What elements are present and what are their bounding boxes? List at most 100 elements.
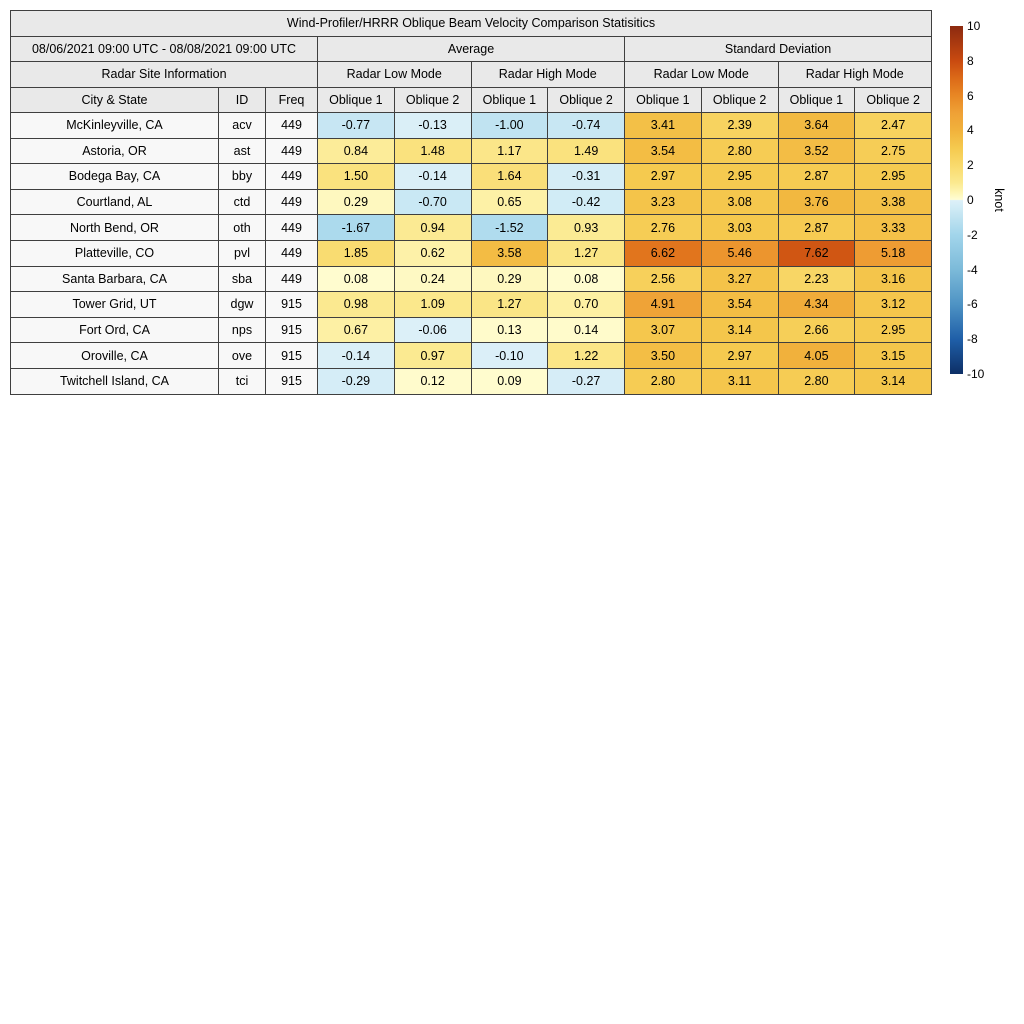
- table-row: Fort Ord, CA nps 915 0.67 -0.06 0.13 0.1…: [10, 316, 933, 344]
- colorbar-tick-label: -8: [967, 332, 978, 347]
- value-cell: 1.50: [317, 163, 395, 190]
- value-cell: 2.87: [777, 163, 856, 190]
- column-header-oblique2: Oblique 2: [547, 86, 625, 113]
- table-row: Courtland, AL ctd 449 0.29 -0.70 0.65 -0…: [10, 188, 933, 216]
- value-cell: 2.95: [700, 163, 779, 190]
- column-header-oblique2: Oblique 2: [393, 86, 472, 113]
- site-id-cell: tci: [218, 367, 266, 395]
- freq-cell: 449: [265, 163, 318, 190]
- value-cell: 2.47: [854, 112, 933, 139]
- value-cell: 1.22: [547, 342, 625, 369]
- value-cell: 0.14: [547, 316, 625, 344]
- value-cell: 0.70: [547, 291, 625, 318]
- site-id-cell: bby: [218, 163, 266, 190]
- value-cell: 0.08: [547, 265, 625, 293]
- value-cell: 1.27: [547, 239, 625, 267]
- colorbar-tick-label: 2: [967, 158, 974, 173]
- column-header-freq: Freq: [265, 86, 318, 113]
- value-cell: 1.09: [393, 291, 472, 318]
- city-state-cell: Fort Ord, CA: [10, 316, 219, 344]
- value-cell: -0.10: [470, 342, 549, 369]
- table-row: Platteville, CO pvl 449 1.85 0.62 3.58 1…: [10, 239, 933, 267]
- value-cell: 0.97: [393, 342, 472, 369]
- city-state-cell: Twitchell Island, CA: [10, 367, 219, 395]
- value-cell: 2.97: [700, 342, 779, 369]
- value-cell: 3.76: [777, 188, 856, 216]
- value-cell: 0.93: [547, 214, 625, 241]
- value-cell: 2.80: [700, 137, 779, 165]
- colorbar: 10 8 6 4 2 0 -2 -4 -6 -8 -10: [950, 20, 1010, 380]
- colorbar-gradient: [950, 26, 963, 374]
- city-state-cell: Oroville, CA: [10, 342, 219, 369]
- value-cell: 3.50: [624, 342, 702, 369]
- section-header-row: 08/06/2021 09:00 UTC - 08/08/2021 09:00 …: [10, 35, 933, 62]
- value-cell: -1.52: [470, 214, 549, 241]
- colorbar-tick-label: -4: [967, 262, 978, 277]
- value-cell: 0.29: [317, 188, 395, 216]
- column-header-oblique1: Oblique 1: [317, 86, 395, 113]
- value-cell: 3.54: [624, 137, 702, 165]
- table-row: Bodega Bay, CA bby 449 1.50 -0.14 1.64 -…: [10, 163, 933, 190]
- value-cell: 3.16: [854, 265, 933, 293]
- value-cell: 2.75: [854, 137, 933, 165]
- value-cell: 2.76: [624, 214, 702, 241]
- value-cell: 3.41: [624, 112, 702, 139]
- value-cell: 2.87: [777, 214, 856, 241]
- group-header-avg-low-mode: Radar Low Mode: [317, 61, 472, 88]
- value-cell: 3.14: [854, 367, 933, 395]
- value-cell: 0.24: [393, 265, 472, 293]
- freq-cell: 449: [265, 137, 318, 165]
- column-header-oblique2: Oblique 2: [854, 86, 933, 113]
- value-cell: 0.29: [470, 265, 549, 293]
- colorbar-tick-label: 6: [967, 88, 974, 103]
- city-state-cell: Bodega Bay, CA: [10, 163, 219, 190]
- group-header-std-high-mode: Radar High Mode: [777, 61, 933, 88]
- value-cell: 2.56: [624, 265, 702, 293]
- site-id-cell: oth: [218, 214, 266, 241]
- value-cell: 5.46: [700, 239, 779, 267]
- chart-title: Wind-Profiler/HRRR Oblique Beam Velocity…: [9, 10, 933, 37]
- city-state-cell: McKinleyville, CA: [10, 112, 219, 139]
- value-cell: 6.62: [624, 239, 702, 267]
- group-header-std-low-mode: Radar Low Mode: [624, 61, 779, 88]
- value-cell: 1.85: [317, 239, 395, 267]
- value-cell: 2.80: [624, 367, 702, 395]
- value-cell: 0.94: [393, 214, 472, 241]
- date-range: 08/06/2021 09:00 UTC - 08/08/2021 09:00 …: [10, 35, 318, 62]
- table-row: North Bend, OR oth 449 -1.67 0.94 -1.52 …: [10, 214, 933, 241]
- value-cell: 0.67: [317, 316, 395, 344]
- group-header-site-info: Radar Site Information: [10, 61, 318, 88]
- value-cell: -0.77: [317, 112, 395, 139]
- city-state-cell: Astoria, OR: [10, 137, 219, 165]
- colorbar-tick-label: 4: [967, 123, 974, 138]
- city-state-cell: Santa Barbara, CA: [10, 265, 219, 293]
- colorbar-tick-label: 0: [967, 193, 974, 207]
- colorbar-unit-label: knot: [992, 188, 1006, 212]
- value-cell: 1.64: [470, 163, 549, 190]
- freq-cell: 449: [265, 112, 318, 139]
- value-cell: 3.33: [854, 214, 933, 241]
- colorbar-tick-label: -2: [967, 227, 978, 242]
- value-cell: 4.05: [777, 342, 856, 369]
- value-cell: -1.00: [470, 112, 549, 139]
- table-row: Oroville, CA ove 915 -0.14 0.97 -0.10 1.…: [10, 342, 933, 369]
- value-cell: 7.62: [777, 239, 856, 267]
- value-cell: 1.27: [470, 291, 549, 318]
- group-header-avg-high-mode: Radar High Mode: [470, 61, 625, 88]
- city-state-cell: Tower Grid, UT: [10, 291, 219, 318]
- site-id-cell: ctd: [218, 188, 266, 216]
- table-row: Astoria, OR ast 449 0.84 1.48 1.17 1.49 …: [10, 137, 933, 165]
- table-row: Tower Grid, UT dgw 915 0.98 1.09 1.27 0.…: [10, 291, 933, 318]
- value-cell: -0.13: [393, 112, 472, 139]
- site-id-cell: pvl: [218, 239, 266, 267]
- table-row: Twitchell Island, CA tci 915 -0.29 0.12 …: [10, 367, 933, 395]
- value-cell: 3.07: [624, 316, 702, 344]
- value-cell: 3.14: [700, 316, 779, 344]
- freq-cell: 449: [265, 214, 318, 241]
- value-cell: 3.23: [624, 188, 702, 216]
- city-state-cell: Courtland, AL: [10, 188, 219, 216]
- value-cell: 3.38: [854, 188, 933, 216]
- value-cell: -0.27: [547, 367, 625, 395]
- value-cell: 0.13: [470, 316, 549, 344]
- section-header-average: Average: [317, 35, 625, 62]
